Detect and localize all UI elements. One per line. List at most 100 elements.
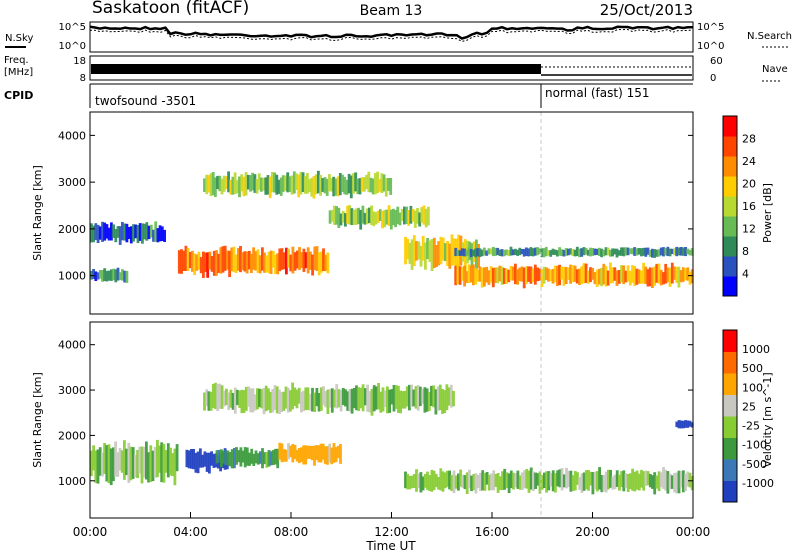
power-echo-cell xyxy=(469,249,473,258)
power-echo-cell xyxy=(421,235,425,261)
power-echo-cell xyxy=(615,248,619,258)
power-echo-cell xyxy=(335,206,338,225)
velocity-echo-cell xyxy=(160,442,164,483)
power-colorbar-tick: 20 xyxy=(742,178,756,191)
power-echo-cell xyxy=(264,177,268,195)
velocity-echo-cell xyxy=(330,447,334,465)
power-echo-cell xyxy=(589,247,592,257)
velocity-colorbar-tick: -500 xyxy=(742,458,767,471)
velocity-echo-cell xyxy=(381,387,385,412)
power-echo-cell xyxy=(147,225,151,240)
power-echo-cell xyxy=(346,205,349,224)
freq-label-2: [MHz] xyxy=(4,67,33,78)
power-echo-cell xyxy=(478,266,482,282)
power-echo-cell xyxy=(536,267,539,282)
power-echo-cell xyxy=(277,179,281,194)
power-echo-cell xyxy=(412,235,416,266)
power-echo-cell xyxy=(439,236,443,265)
noise-right-label: N.Search xyxy=(747,31,792,42)
velocity-echo-cell xyxy=(267,450,271,467)
power-echo-cell xyxy=(344,213,347,227)
velocity-echo-cell xyxy=(276,448,280,469)
power-echo-cell xyxy=(357,207,360,225)
power-echo-cell xyxy=(204,252,207,272)
velocity-colorbar-frame xyxy=(722,329,738,503)
velocity-echo-cell xyxy=(339,444,342,464)
power-echo-cell xyxy=(330,178,333,192)
nave-tick-0: 0 xyxy=(710,73,716,84)
velocity-colorbar-swatch xyxy=(723,480,737,503)
cpid-program-2: normal (fast) 151 xyxy=(545,86,649,100)
velocity-echo-cell xyxy=(635,470,639,490)
power-echo-cell xyxy=(301,172,305,192)
velocity-echo-cell xyxy=(278,442,282,460)
power-echo-cell xyxy=(662,272,665,285)
power-echo-cell xyxy=(282,252,286,270)
velocity-echo-cell xyxy=(582,472,586,491)
velocity-echo-cell xyxy=(642,471,646,491)
power-echo-cell xyxy=(673,248,676,256)
power-echo-cell xyxy=(426,238,429,260)
velocity-echo-cell xyxy=(326,446,329,465)
power-echo-cell xyxy=(281,175,285,192)
velocity-echo-cell xyxy=(264,385,268,412)
velocity-echo-cell xyxy=(408,384,411,411)
velocity-echo-cell xyxy=(336,445,340,459)
cpid-program-1: twofsound -3501 xyxy=(95,94,196,108)
power-echo-cell xyxy=(295,173,298,190)
power-echo-cell xyxy=(160,226,164,241)
velocity-echo-cell xyxy=(136,449,139,479)
velocity-echo-cell xyxy=(185,449,189,468)
power-colorbar-swatch xyxy=(723,136,737,157)
velocity-echo-cell xyxy=(496,473,500,493)
power-echo-cell xyxy=(424,208,428,228)
power-echo-cell xyxy=(271,250,275,268)
velocity-echo-cell xyxy=(427,392,431,411)
velocity-echo-cell xyxy=(412,389,416,407)
power-echo-cell xyxy=(485,266,489,283)
power-echo-cell xyxy=(505,268,508,285)
power-echo-cell xyxy=(313,246,317,271)
power-echo-cell xyxy=(642,247,645,256)
velocity-echo-cell xyxy=(688,420,692,427)
velocity-echo-cell xyxy=(406,473,410,490)
power-colorbar-swatch xyxy=(723,216,737,237)
velocity-echo-cell xyxy=(390,389,394,405)
velocity-echo-cell xyxy=(114,441,117,477)
power-echo-cell xyxy=(219,247,223,274)
power-echo-cell xyxy=(336,176,340,197)
velocity-echo-cell xyxy=(415,469,418,492)
velocity-echo-cell xyxy=(236,389,239,406)
velocity-echo-cell xyxy=(190,449,193,469)
velocity-echo-cell xyxy=(98,447,102,476)
power-echo-cell xyxy=(134,224,138,239)
velocity-echo-cell xyxy=(666,471,670,494)
power-echo-cell xyxy=(542,248,546,258)
power-echo-cell xyxy=(648,267,652,287)
power-echo-cell xyxy=(378,178,382,192)
nave-tick-60: 60 xyxy=(710,56,723,67)
velocity-colorbar-swatch xyxy=(723,416,737,438)
power-echo-cell xyxy=(101,221,104,242)
power-echo-cell xyxy=(210,256,214,272)
velocity-echo-cell xyxy=(291,444,295,463)
power-echo-cell xyxy=(675,246,679,257)
velocity-echo-cell xyxy=(220,385,224,409)
power-echo-cell xyxy=(472,250,475,256)
velocity-colorbar: 1000 500 100 25 -25 -100 -500 -1000 xyxy=(722,329,774,503)
power-echo-cell xyxy=(662,247,665,257)
velocity-echo-cell xyxy=(677,470,681,494)
power-echo-cell xyxy=(374,212,378,225)
power-echo-cell xyxy=(116,226,120,238)
velocity-echo-cell xyxy=(593,471,597,490)
power-echo-cell xyxy=(522,248,526,257)
power-echo-cell xyxy=(633,265,637,286)
velocity-echo-cell xyxy=(129,446,133,481)
power-echo-cell xyxy=(293,252,297,271)
velocity-echo-cell xyxy=(240,389,244,414)
power-echo-cell xyxy=(105,270,109,282)
velocity-echo-cell xyxy=(483,473,487,491)
power-echo-cell xyxy=(227,171,230,193)
velocity-echo-cell xyxy=(317,393,321,412)
power-echo-cell xyxy=(458,266,462,285)
